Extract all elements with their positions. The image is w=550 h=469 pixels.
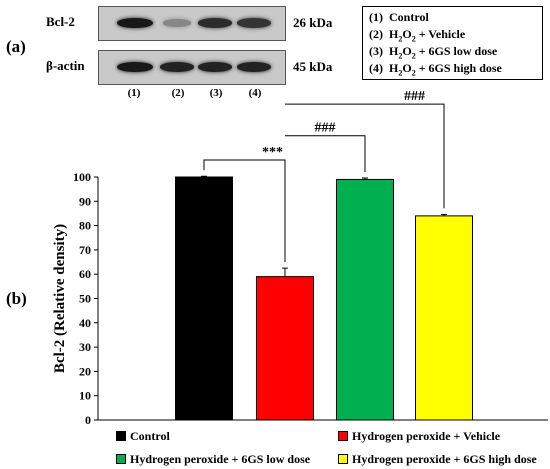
legend-label-control: Control (130, 429, 170, 443)
legend-swatch-high-dose (338, 454, 348, 464)
y-tick-label-70: 70 (79, 243, 91, 257)
lane-legend-item-3: (3) H2O2 + 6GS low dose (369, 44, 498, 61)
y-tick-label-0: 0 (85, 413, 91, 427)
legend-label-high-dose: Hydrogen peroxide + 6GS high dose (352, 452, 537, 466)
y-tick-label-100: 100 (73, 170, 91, 184)
legend-label-vehicle: Hydrogen peroxide + Vehicle (352, 429, 501, 443)
lane-legend-item-1: (1) Control (369, 10, 429, 24)
lane-label-2: (2) (171, 87, 185, 99)
y-tick-label-30: 30 (79, 340, 91, 354)
legend-swatch-low-dose (116, 454, 126, 464)
lane-label-3: (3) (209, 87, 223, 99)
western-blot-bcl2 (98, 6, 286, 41)
bar-vehicle (256, 276, 314, 421)
lane-legend-item-2: (2) H2O2 + Vehicle (369, 27, 466, 44)
lane-label-4: (4) (248, 87, 262, 99)
significance-bracket-3 (285, 103, 445, 209)
western-blot-beta-actin (98, 50, 286, 85)
legend-vehicle: Hydrogen peroxide + Vehicle (338, 429, 500, 444)
lane-legend-item-4: (4) H2O2 + 6GS high dose (369, 61, 502, 78)
blot-kda-beta-actin: 45 kDa (293, 59, 333, 74)
significance-label-1: *** (262, 145, 283, 160)
panel-b-label: (b) (6, 289, 27, 308)
blot-band-bcl2-lane-4 (237, 18, 271, 28)
lane-label-1: (1) (127, 87, 141, 99)
y-tick-label-90: 90 (79, 194, 91, 208)
bar-high-dose (415, 215, 473, 421)
legend-swatch-vehicle (338, 431, 348, 441)
blot-kda-bcl2: 26 kDa (293, 15, 333, 30)
blot-band-bcl2-lane-2 (162, 19, 192, 27)
y-tick-label-40: 40 (79, 316, 91, 330)
legend-high-dose: Hydrogen peroxide + 6GS high dose (338, 452, 537, 467)
legend-label-low-dose: Hydrogen peroxide + 6GS low dose (130, 452, 311, 466)
blot-band-beta-actin-lane-4 (236, 62, 272, 72)
blot-title-bcl2: Bcl-2 (46, 14, 75, 29)
blot-band-beta-actin-lane-1 (117, 62, 153, 72)
y-tick-label-60: 60 (79, 267, 91, 281)
blot-band-beta-actin-lane-2 (159, 62, 195, 72)
legend-control: Control (116, 429, 170, 444)
y-tick-label-80: 80 (79, 219, 91, 233)
blot-band-beta-actin-lane-3 (197, 62, 233, 72)
significance-label-3: ### (404, 89, 425, 104)
y-tick-label-50: 50 (79, 292, 91, 306)
legend-low-dose: Hydrogen peroxide + 6GS low dose (116, 452, 310, 467)
y-tick-label-20: 20 (79, 364, 91, 378)
bar-control (175, 176, 233, 421)
blot-band-bcl2-lane-1 (117, 18, 153, 28)
y-axis-label: Bcl-2 (Relative density) (52, 224, 68, 373)
significance-bracket-2 (285, 135, 366, 172)
significance-bracket-1 (203, 159, 286, 263)
bar-low-dose (336, 178, 394, 421)
blot-band-bcl2-lane-3 (197, 18, 233, 28)
blot-title-beta-actin: β-actin (46, 58, 85, 73)
panel-a-label: (a) (6, 37, 26, 56)
lane-legend-box: (1) Control (2) H2O2 + Vehicle (3) H2O2 + … (362, 6, 543, 80)
significance-label-2: ### (315, 121, 336, 136)
legend-swatch-control (116, 431, 126, 441)
y-tick-label-10: 10 (79, 389, 91, 403)
